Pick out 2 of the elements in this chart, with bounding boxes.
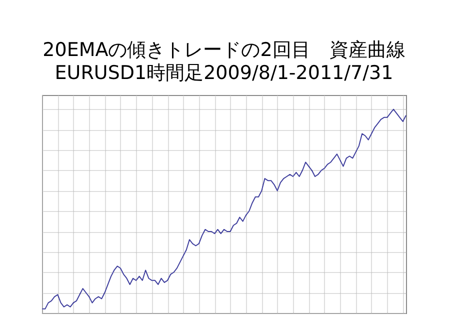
chart-subtitle: EURUSD1時間足2009/8/1-2011/7/31	[54, 62, 394, 84]
chart-title: 20EMAの傾きトレードの2回目 資産曲線	[42, 39, 406, 61]
